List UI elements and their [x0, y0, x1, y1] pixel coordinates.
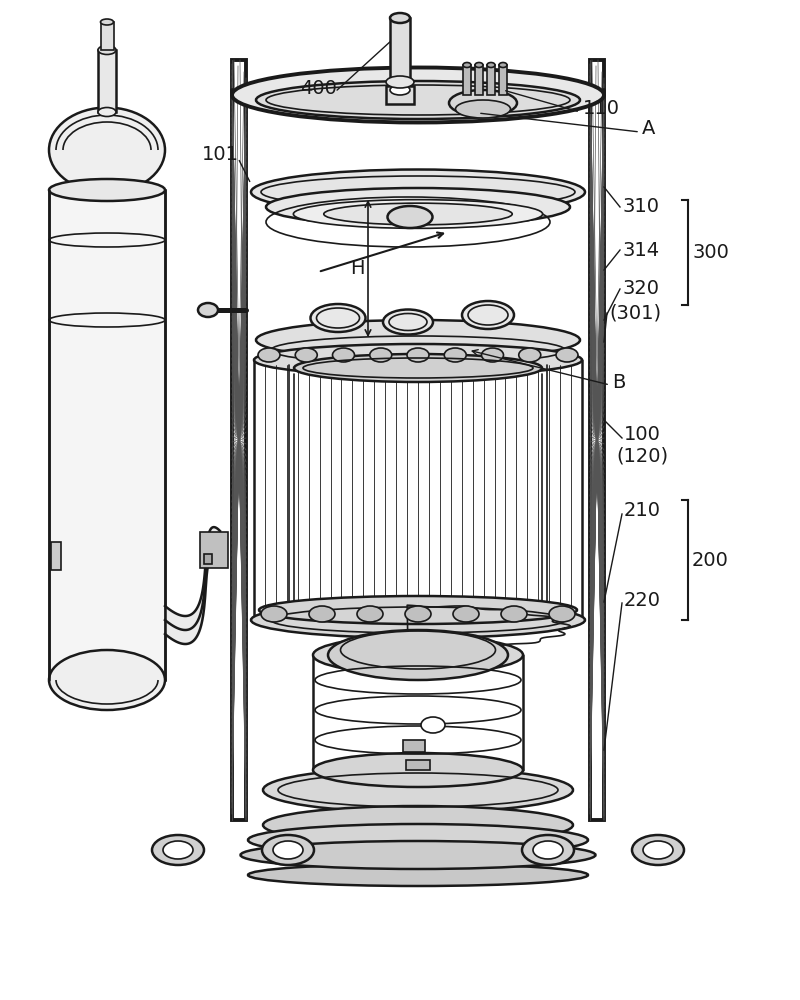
- Ellipse shape: [549, 606, 575, 622]
- Text: H: H: [350, 259, 365, 278]
- Ellipse shape: [387, 206, 433, 228]
- Ellipse shape: [556, 348, 578, 362]
- Ellipse shape: [262, 835, 314, 865]
- Ellipse shape: [499, 62, 507, 68]
- Bar: [51, 542, 61, 570]
- Ellipse shape: [383, 310, 433, 334]
- Ellipse shape: [444, 348, 466, 362]
- Ellipse shape: [313, 636, 523, 674]
- Text: A: A: [642, 118, 655, 137]
- Text: B: B: [612, 372, 626, 391]
- Ellipse shape: [258, 348, 280, 362]
- Text: 310: 310: [622, 198, 659, 217]
- Bar: [232, 60, 246, 820]
- Ellipse shape: [390, 85, 410, 95]
- Ellipse shape: [198, 303, 218, 317]
- Ellipse shape: [390, 13, 410, 23]
- Ellipse shape: [313, 753, 523, 787]
- Text: (301): (301): [609, 304, 661, 322]
- Bar: [475, 65, 483, 95]
- Text: (120): (120): [616, 446, 668, 466]
- Ellipse shape: [309, 606, 335, 622]
- Bar: [49, 190, 165, 680]
- Ellipse shape: [248, 824, 588, 856]
- Ellipse shape: [232, 68, 604, 122]
- Ellipse shape: [324, 203, 512, 225]
- Text: 100: 100: [624, 424, 661, 444]
- Ellipse shape: [294, 354, 542, 382]
- Text: 200: 200: [692, 550, 729, 570]
- Ellipse shape: [256, 320, 580, 360]
- Text: 220: 220: [624, 590, 661, 609]
- Text: 210: 210: [624, 502, 661, 520]
- Ellipse shape: [251, 602, 585, 638]
- Text: 400: 400: [300, 79, 337, 98]
- Ellipse shape: [241, 841, 595, 869]
- Bar: [406, 760, 430, 770]
- Ellipse shape: [487, 62, 495, 68]
- Ellipse shape: [261, 606, 287, 622]
- Ellipse shape: [254, 604, 582, 636]
- Bar: [200, 532, 228, 568]
- Bar: [487, 65, 495, 95]
- Ellipse shape: [462, 301, 514, 329]
- Ellipse shape: [263, 768, 573, 812]
- Bar: [101, 22, 114, 50]
- Text: 320: 320: [622, 279, 659, 298]
- Ellipse shape: [370, 348, 392, 362]
- Ellipse shape: [273, 841, 303, 859]
- Bar: [499, 65, 507, 95]
- Text: 300: 300: [692, 242, 729, 261]
- Ellipse shape: [254, 344, 582, 376]
- Bar: [403, 740, 425, 752]
- Ellipse shape: [455, 100, 510, 118]
- Ellipse shape: [333, 348, 354, 362]
- Text: 110: 110: [583, 99, 620, 117]
- Ellipse shape: [49, 650, 165, 710]
- Text: 101: 101: [202, 144, 239, 163]
- Ellipse shape: [263, 806, 573, 844]
- Ellipse shape: [453, 606, 479, 622]
- Bar: [204, 554, 212, 564]
- Ellipse shape: [101, 19, 114, 25]
- Ellipse shape: [386, 76, 414, 88]
- Ellipse shape: [328, 630, 508, 680]
- Ellipse shape: [463, 62, 471, 68]
- Bar: [386, 86, 414, 104]
- Ellipse shape: [310, 304, 366, 332]
- Ellipse shape: [152, 835, 204, 865]
- Ellipse shape: [163, 841, 193, 859]
- Ellipse shape: [49, 107, 165, 192]
- Ellipse shape: [98, 45, 116, 54]
- Bar: [390, 18, 410, 90]
- Ellipse shape: [407, 348, 429, 362]
- Ellipse shape: [295, 348, 318, 362]
- Ellipse shape: [533, 841, 563, 859]
- Ellipse shape: [251, 169, 585, 215]
- Ellipse shape: [501, 606, 527, 622]
- Ellipse shape: [259, 596, 577, 624]
- Ellipse shape: [357, 606, 383, 622]
- Bar: [463, 65, 471, 95]
- Ellipse shape: [643, 841, 673, 859]
- Ellipse shape: [98, 107, 116, 116]
- Text: 314: 314: [622, 240, 659, 259]
- Ellipse shape: [294, 200, 542, 228]
- Ellipse shape: [522, 835, 574, 865]
- Ellipse shape: [266, 188, 570, 226]
- Ellipse shape: [449, 90, 517, 116]
- Ellipse shape: [49, 179, 165, 201]
- Ellipse shape: [632, 835, 684, 865]
- Ellipse shape: [421, 717, 445, 733]
- Ellipse shape: [518, 348, 541, 362]
- Ellipse shape: [482, 348, 503, 362]
- Bar: [590, 60, 604, 820]
- Ellipse shape: [405, 606, 431, 622]
- Ellipse shape: [475, 62, 483, 68]
- Bar: [98, 50, 116, 112]
- Ellipse shape: [248, 864, 588, 886]
- Ellipse shape: [256, 81, 580, 119]
